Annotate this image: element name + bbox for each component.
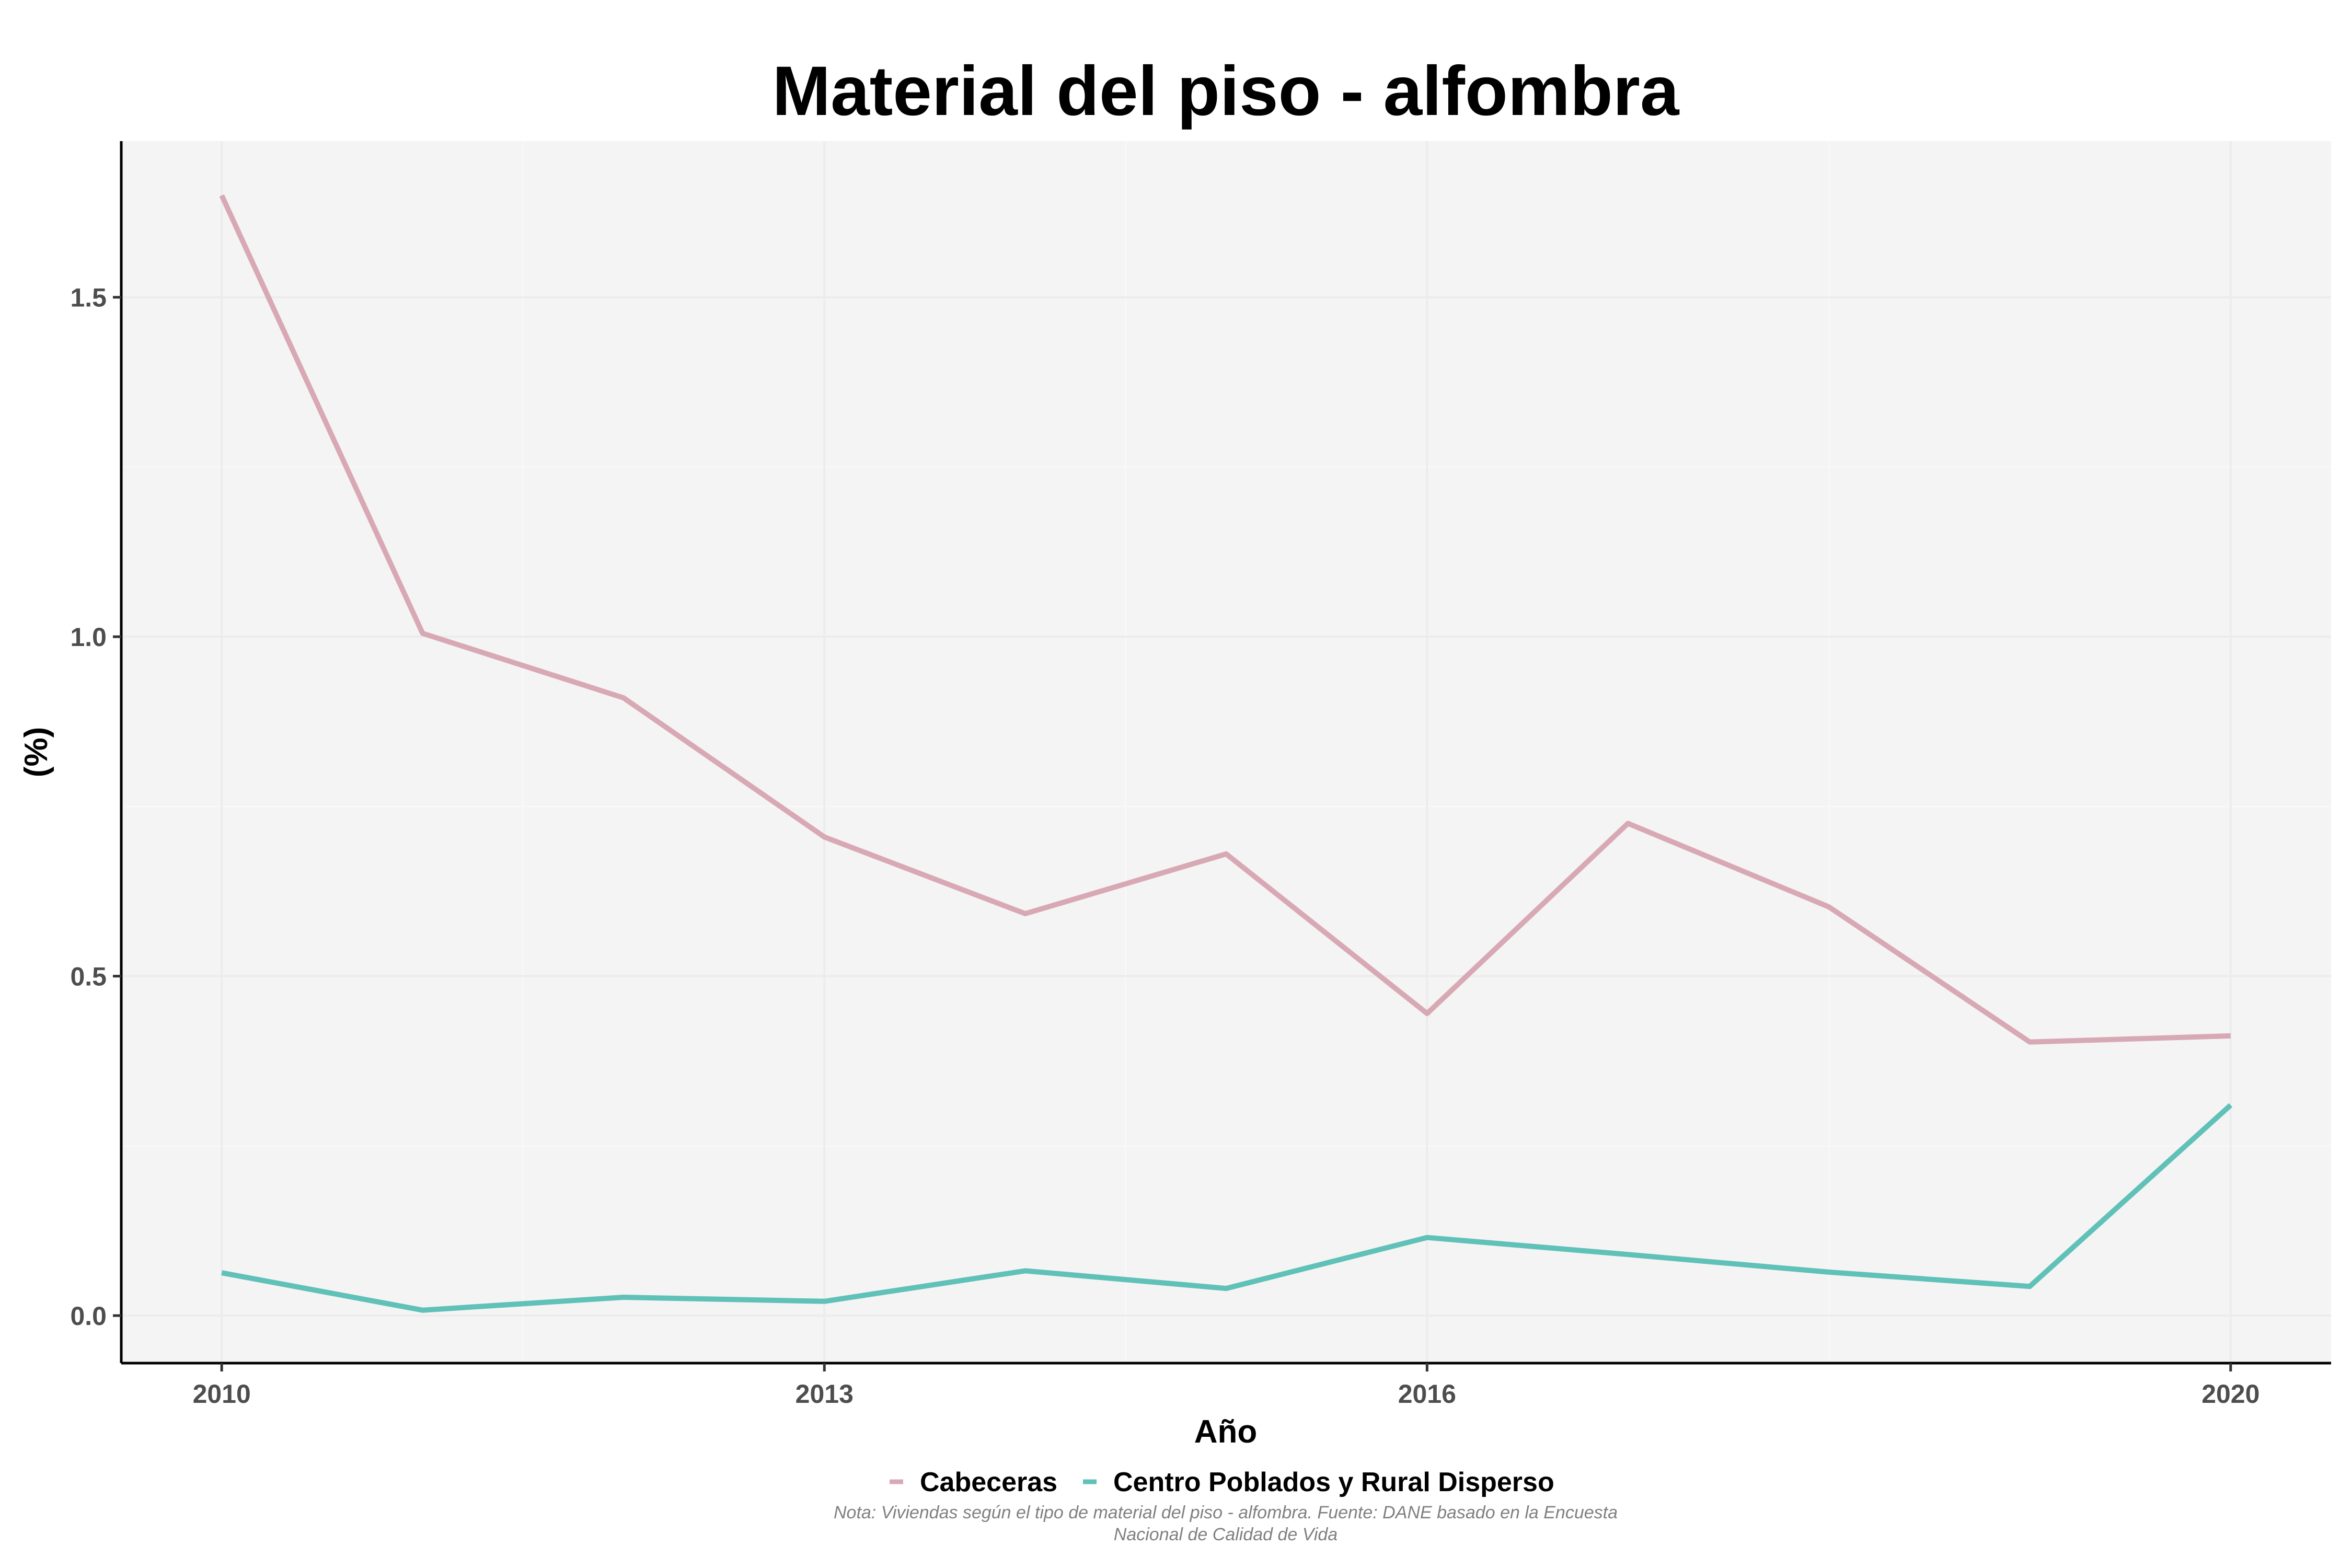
y-tick-label: 0.5 — [70, 962, 107, 991]
y-axis-title: (%) — [18, 727, 54, 777]
x-tick-label: 2010 — [193, 1379, 251, 1409]
legend-label-centro-poblados: Centro Poblados y Rural Disperso — [1113, 1467, 1554, 1497]
y-axis-ticks: 0.0 0.5 1.0 1.5 — [70, 283, 121, 1331]
x-tick-label: 2016 — [1398, 1379, 1456, 1409]
x-tick-label: 2013 — [795, 1379, 854, 1409]
y-tick-label: 0.0 — [70, 1301, 107, 1331]
series-line-centro-poblados — [221, 1103, 2233, 1313]
note-line-2: Nacional de Calidad de Vida — [1114, 1525, 1338, 1544]
plot-panel — [121, 141, 2331, 1363]
legend-label-cabeceras: Cabeceras — [920, 1467, 1057, 1497]
legend: Cabeceras Centro Poblados y Rural Disper… — [890, 1467, 1554, 1497]
x-tick-label: 2020 — [2201, 1379, 2259, 1409]
grid-lines — [121, 141, 2331, 1363]
x-axis-ticks: 2010 2013 2016 2020 — [193, 1363, 2259, 1409]
y-tick-label: 1.0 — [70, 622, 107, 652]
chart-title: Material del piso - alfombra — [773, 52, 1680, 130]
y-tick-label: 1.5 — [70, 283, 107, 313]
series-lines — [219, 194, 2233, 1313]
note-line-1: Nota: Viviendas según el tipo de materia… — [834, 1503, 1618, 1523]
x-axis-title: Año — [1194, 1414, 1258, 1450]
series-line-cabeceras — [219, 194, 2231, 1045]
